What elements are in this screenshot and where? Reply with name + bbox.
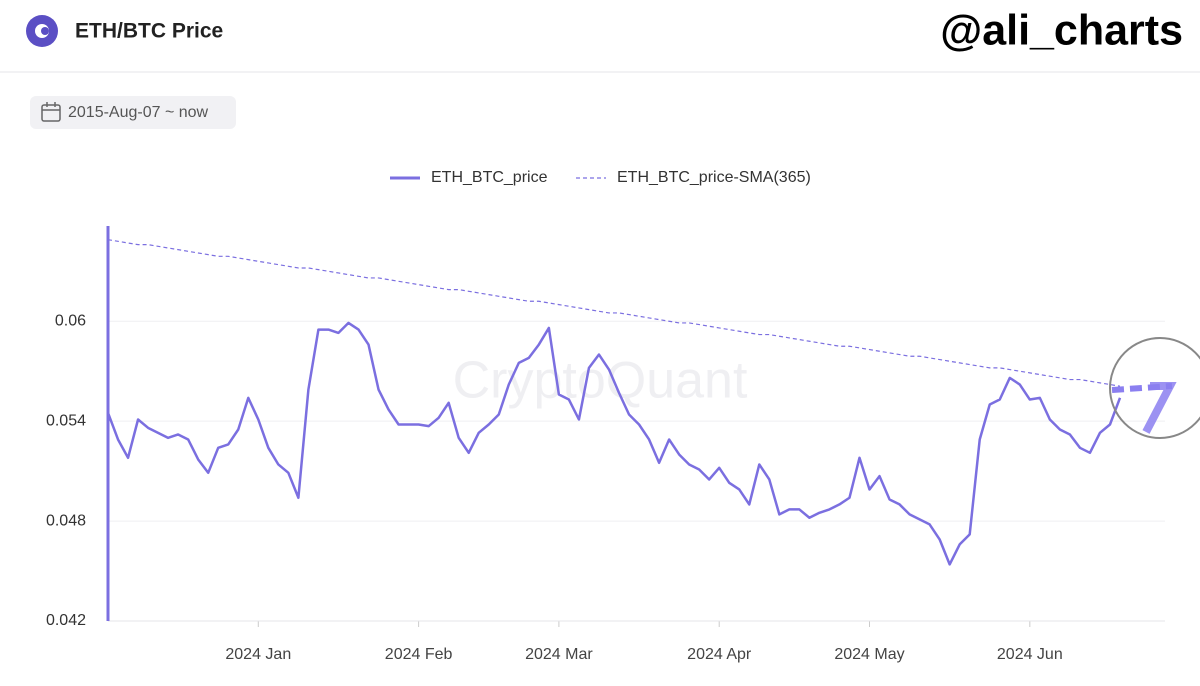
x-tick-label: 2024 Jun	[997, 646, 1063, 663]
watermark: CryptoQuant	[453, 352, 748, 410]
x-tick-label: 2024 Feb	[385, 646, 453, 663]
x-tick-label: 2024 May	[834, 646, 904, 663]
y-tick-label: 0.054	[46, 412, 86, 429]
x-tick-label: 2024 Jan	[225, 646, 291, 663]
plot-area: 0.042 0.048 0.054 0.06 2024 Jan 2024 Feb 2024 …	[46, 226, 1165, 663]
y-tick-label: 0.06	[55, 312, 86, 329]
chart-title: ETH/BTC Price	[75, 20, 223, 43]
legend-item[interactable]: ETH_BTC_price-SMA(365)	[576, 169, 811, 186]
highlight-annotation	[1109, 337, 1200, 439]
x-tick-label: 2024 Mar	[525, 646, 593, 663]
calendar-icon	[41, 102, 61, 122]
date-range-chip[interactable]: 2015-Aug-07 ~ now	[30, 96, 236, 129]
y-tick-label: 0.042	[46, 612, 86, 629]
legend-label: ETH_BTC_price	[431, 169, 548, 186]
handle: @ali_charts	[940, 6, 1183, 54]
chip-background	[30, 96, 236, 129]
x-tick-label: 2024 Apr	[687, 646, 752, 663]
legend-item[interactable]: ETH_BTC_price	[390, 169, 548, 186]
series-line	[107, 239, 1121, 387]
date-range: 2015-Aug-07 ~ now	[68, 104, 209, 121]
legend-label: ETH_BTC_price-SMA(365)	[617, 169, 811, 186]
y-tick-label: 0.048	[46, 512, 86, 529]
logo	[26, 15, 58, 47]
series-line	[106, 321, 1122, 566]
